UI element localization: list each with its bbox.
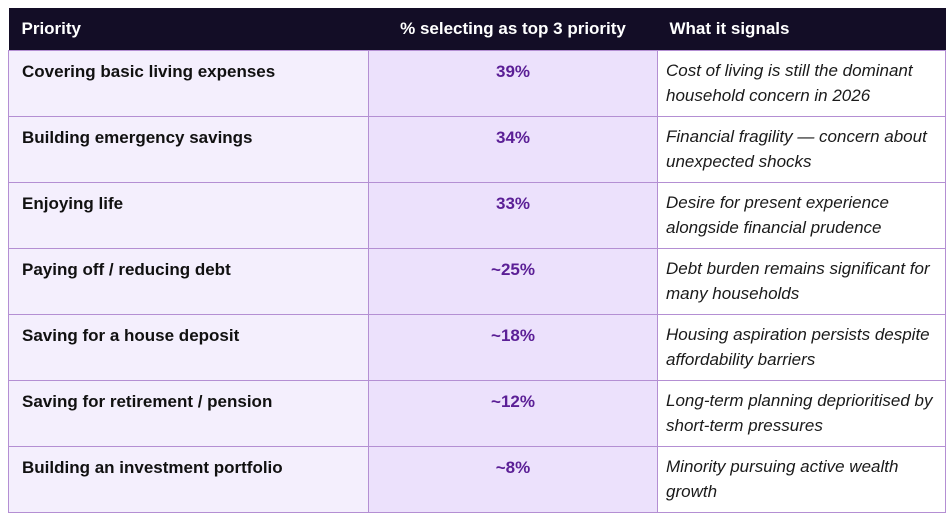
header-percent: % selecting as top 3 priority	[368, 8, 658, 50]
table-row: Enjoying life 33% Desire for present exp…	[8, 181, 946, 249]
header-signal: What it signals	[657, 8, 946, 50]
signal-cell: Minority pursuing active wealth growth	[657, 445, 946, 513]
priority-cell: Enjoying life	[8, 181, 369, 249]
table-row: Saving for retirement / pension ~12% Lon…	[8, 379, 946, 447]
table-row: Covering basic living expenses 39% Cost …	[8, 49, 946, 117]
percent-cell: ~12%	[368, 379, 658, 447]
signal-cell: Financial fragility — concern about unex…	[657, 115, 946, 183]
percent-cell: ~8%	[368, 445, 658, 513]
percent-cell: ~25%	[368, 247, 658, 315]
percent-cell: 34%	[368, 115, 658, 183]
signal-cell: Housing aspiration persists despite affo…	[657, 313, 946, 381]
table-header-row: Priority % selecting as top 3 priority W…	[8, 8, 946, 50]
priority-cell: Covering basic living expenses	[8, 49, 369, 117]
table-row: Paying off / reducing debt ~25% Debt bur…	[8, 247, 946, 315]
table-row: Saving for a house deposit ~18% Housing …	[8, 313, 946, 381]
priorities-table: Priority % selecting as top 3 priority W…	[8, 8, 946, 513]
percent-cell: ~18%	[368, 313, 658, 381]
header-priority: Priority	[8, 8, 369, 50]
signal-cell: Desire for present experience alongside …	[657, 181, 946, 249]
percent-cell: 33%	[368, 181, 658, 249]
table-row: Building emergency savings 34% Financial…	[8, 115, 946, 183]
priority-cell: Building emergency savings	[8, 115, 369, 183]
priority-cell: Saving for a house deposit	[8, 313, 369, 381]
table-row: Building an investment portfolio ~8% Min…	[8, 445, 946, 513]
priority-cell: Building an investment portfolio	[8, 445, 369, 513]
signal-cell: Debt burden remains significant for many…	[657, 247, 946, 315]
percent-cell: 39%	[368, 49, 658, 117]
priorities-table-container: Priority % selecting as top 3 priority W…	[8, 8, 946, 513]
priority-cell: Saving for retirement / pension	[8, 379, 369, 447]
signal-cell: Long-term planning deprioritised by shor…	[657, 379, 946, 447]
signal-cell: Cost of living is still the dominant hou…	[657, 49, 946, 117]
priority-cell: Paying off / reducing debt	[8, 247, 369, 315]
